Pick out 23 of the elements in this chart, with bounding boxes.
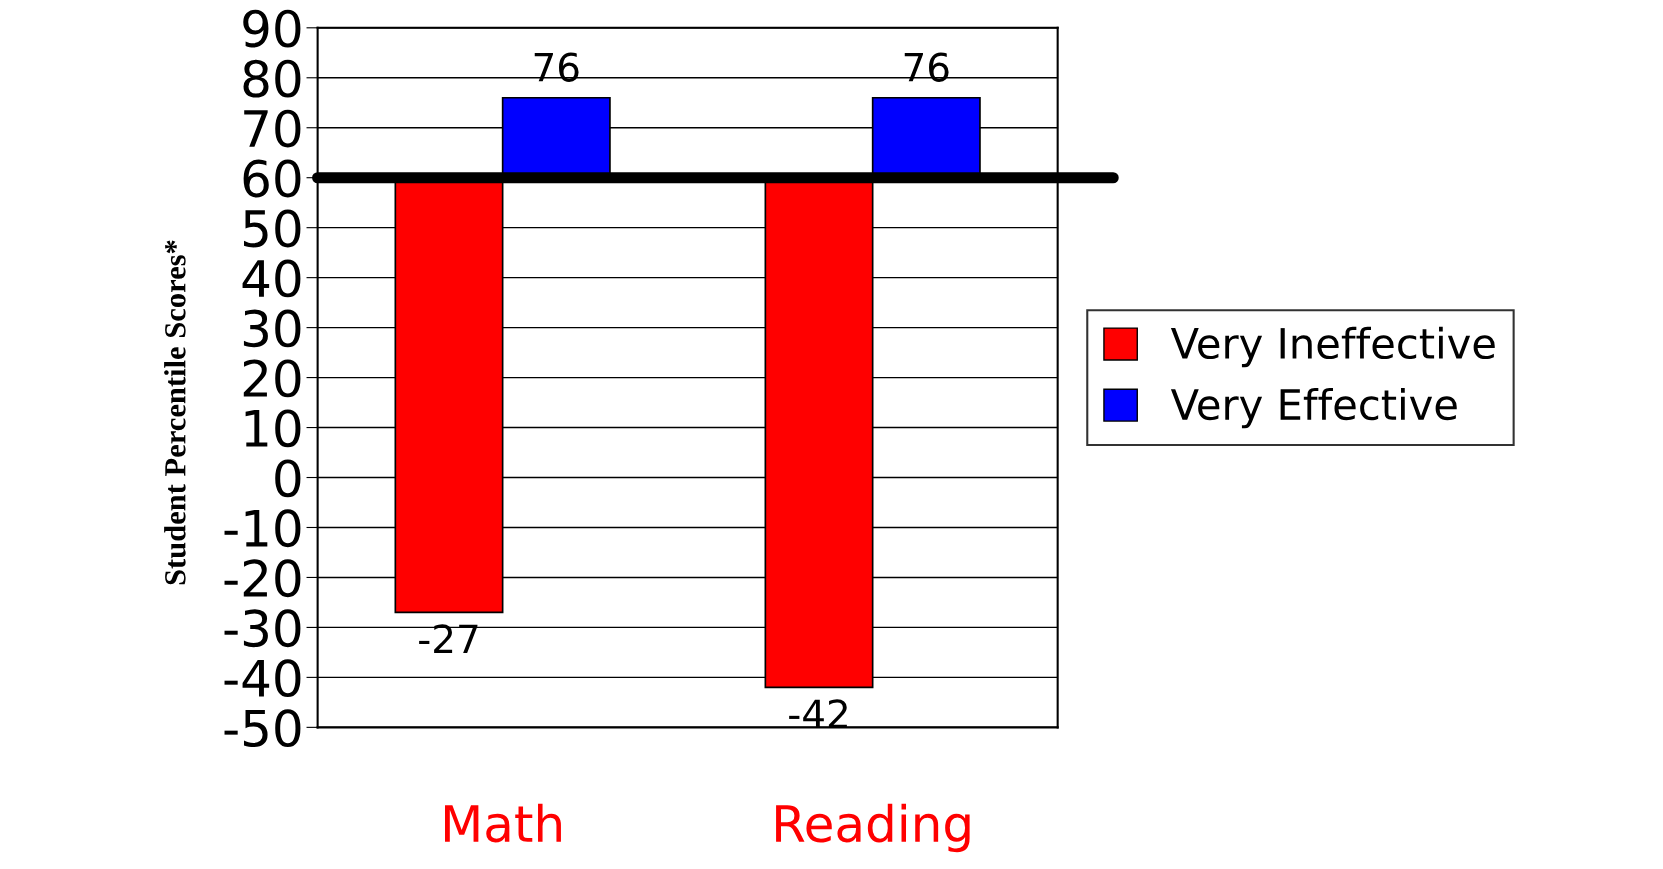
y-tick-label: -50	[224, 709, 301, 748]
x-tick-label: Math	[445, 803, 561, 843]
x-tick-label: Reading	[776, 803, 970, 853]
data-label: -42	[789, 699, 847, 729]
legend-label: Very Effective	[1170, 388, 1457, 429]
y-tick-label: 60	[243, 159, 301, 198]
data-label: 76	[534, 52, 579, 82]
y-tick-label: 0	[275, 459, 301, 498]
y-tick-label: 70	[244, 109, 301, 148]
y-axis-title: Student Percentile Scores*	[164, 240, 186, 585]
y-tick-label: 50	[243, 209, 301, 248]
y-tick-label: -20	[224, 559, 301, 598]
y-tick-label: 80	[243, 59, 301, 98]
y-tick-label: 10	[245, 409, 301, 448]
y-tick-label: 30	[243, 309, 301, 348]
y-tick-label: -40	[224, 659, 301, 698]
y-tick-label: 40	[242, 259, 301, 298]
y-tick-label: 20	[243, 359, 301, 398]
legend-label: Very Ineffective	[1170, 326, 1495, 368]
y-tick-label: -10	[224, 509, 301, 548]
data-label: 76	[904, 52, 949, 82]
y-tick-label: 90	[243, 9, 301, 48]
y-tick-label: -30	[224, 609, 301, 648]
